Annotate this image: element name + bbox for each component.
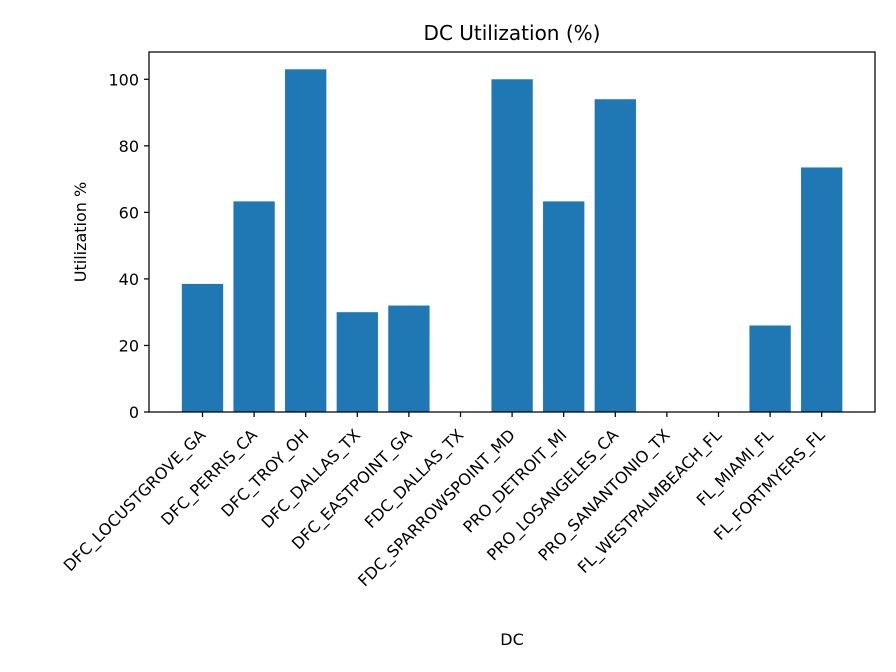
y-axis: 0 20 40 60 80 100	[108, 70, 149, 422]
bar-fl-miami-fl	[749, 325, 791, 412]
bar-dfc-perris-ca	[233, 201, 275, 412]
plot-frame	[148, 51, 876, 413]
x-tick-label: DFC_TROY_OH	[217, 425, 313, 521]
bar-fdc-sparrowspoint-md	[491, 79, 533, 412]
chart-title: DC Utilization (%)	[424, 21, 601, 45]
y-tick-label: 20	[119, 336, 139, 355]
y-axis-label: Utilization %	[71, 182, 90, 282]
y-tick-label: 40	[119, 270, 139, 289]
y-tick-label: 80	[119, 137, 139, 156]
y-tick-label: 60	[119, 203, 139, 222]
bar-dfc-eastpoint-ga	[388, 305, 430, 412]
x-axis: DFC_LOCUSTGROVE_GADFC_PERRIS_CADFC_TROY_…	[60, 412, 829, 591]
y-tick-label: 100	[108, 70, 139, 89]
bars-group	[181, 69, 843, 412]
bar-dfc-locustgrove-ga	[181, 283, 224, 412]
x-axis-label: DC	[500, 630, 524, 649]
bar-pro-losangeles-ca	[594, 99, 636, 412]
bar-dfc-dallas-tx	[336, 312, 378, 412]
bar-pro-detroit-mi	[543, 201, 585, 412]
bar-dfc-troy-oh	[285, 69, 327, 412]
y-tick-label: 0	[129, 403, 139, 422]
bar-fl-fortmyers-fl	[801, 167, 843, 412]
